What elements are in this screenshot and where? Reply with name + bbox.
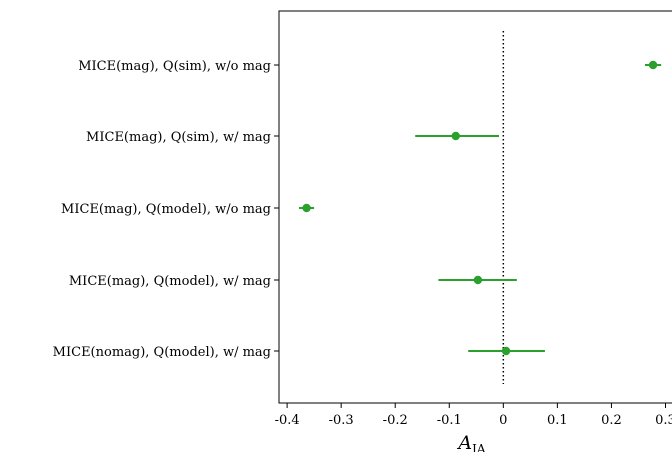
y-axis-ticks [274,64,279,352]
data-point [501,346,511,356]
x-tick-label: 0 [499,413,507,428]
y-tick-label: MICE(mag), Q(sim), w/o mag [78,59,271,74]
plot-frame [278,10,672,404]
x-axis-label-main: A [456,432,472,452]
y-tick-label: MICE(mag), Q(model), w/ mag [69,274,271,289]
x-tick-label: -0.1 [437,413,462,428]
x-axis-label-sub: IA [472,442,486,452]
y-axis-labels: MICE(mag), Q(sim), w/o mag MICE(mag), Q(s… [53,59,271,360]
x-tick-label: -0.4 [275,413,300,428]
data-point [451,131,460,141]
data-point [648,60,658,70]
x-tick-label: 0.3 [655,413,672,428]
x-tick-label: 0.2 [601,413,622,428]
x-axis-ticks: -0.4 -0.3 -0.2 -0.1 0 0.1 0.2 0.3 [275,403,672,428]
x-axis-label: AIA [456,432,485,452]
x-tick-label: 0.1 [547,413,568,428]
data-point [302,203,311,213]
y-tick-label: MICE(mag), Q(model), w/o mag [61,202,271,217]
data-point [473,275,483,285]
x-tick-label: -0.3 [329,413,354,428]
data-marks [299,60,662,356]
y-tick-label: MICE(nomag), Q(model), w/ mag [53,345,271,360]
x-tick-label: -0.2 [383,413,408,428]
y-tick-label: MICE(mag), Q(sim), w/ mag [86,130,271,145]
